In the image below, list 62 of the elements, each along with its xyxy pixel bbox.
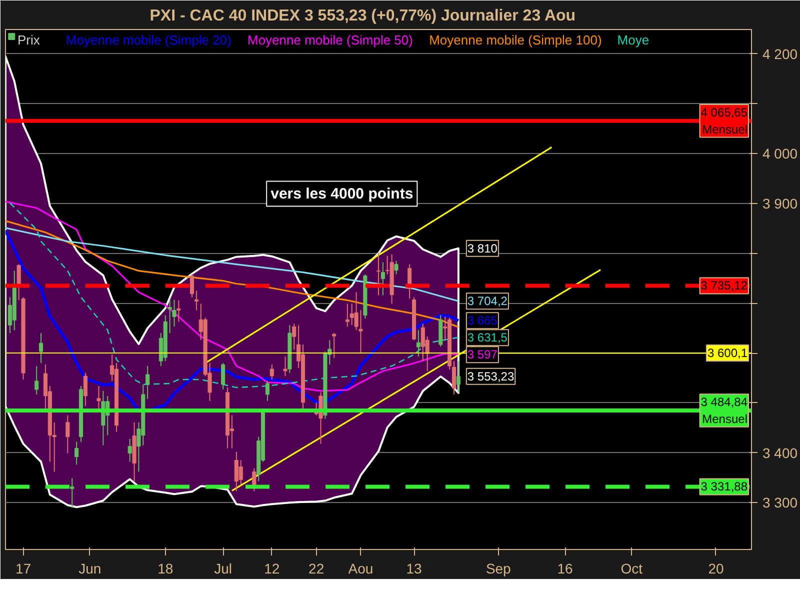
x-tick-label: 20	[708, 560, 724, 576]
ref-line-label: 4 065,65 Mensuel	[700, 106, 748, 136]
candlestick	[292, 323, 296, 350]
text: Moyenne mobile (Simple 50)	[248, 32, 413, 48]
candlestick	[238, 460, 243, 486]
y-tick-label: 4 000	[762, 146, 798, 162]
candlestick	[265, 380, 270, 402]
candlestick	[176, 300, 181, 322]
candlestick	[345, 303, 350, 328]
candlestick	[380, 262, 385, 296]
candlestick	[39, 332, 44, 364]
candlestick	[128, 438, 132, 462]
candlestick	[283, 356, 288, 376]
text: Moye	[617, 32, 650, 48]
x-tick-label: 17	[15, 560, 32, 576]
ref-line-label: 3 600,1	[707, 346, 748, 360]
x-tick-label: 18	[158, 560, 174, 576]
candlestick	[376, 252, 381, 296]
y-tick-label: 3 400	[762, 444, 798, 461]
ref-line-label: 3 484,84 Mensuel	[700, 395, 748, 426]
legend-label: Prix	[18, 32, 40, 48]
annotation: 3 810	[467, 241, 498, 256]
candlestick	[96, 385, 101, 410]
candlestick	[194, 290, 198, 311]
chart-title: PXI - CAC 40 INDEX 3 553,23 (+0,77%) Journalier 23 Aou	[150, 8, 576, 24]
candlestick	[74, 441, 79, 466]
candlestick	[83, 372, 88, 406]
line-series	[6, 227, 460, 302]
data-label: 3 597	[467, 348, 498, 362]
x-tick-label: Jul	[214, 560, 232, 576]
data-label: 3 704,2	[467, 294, 508, 308]
x-tick-label: Sep	[486, 560, 512, 576]
y-tick-label: 4 200	[762, 46, 798, 62]
y-tick-label: 3 900	[762, 196, 798, 212]
data-label: 3 665	[467, 314, 498, 328]
line-series	[6, 220, 460, 328]
candlestick	[190, 274, 194, 298]
candlestick	[66, 414, 70, 454]
candlestick	[394, 260, 398, 275]
x-tick-label: Jun	[78, 560, 102, 576]
candlestick	[270, 364, 274, 380]
candlestick	[70, 478, 74, 508]
candlestick	[221, 362, 226, 390]
text: Moyenne mobile (Simple 20)	[66, 32, 232, 48]
ref-line-label: 3 331,88	[700, 480, 748, 494]
x-tick-label: 12	[264, 560, 280, 576]
ref-line-label: 3 735,12	[700, 278, 748, 293]
candlestick	[34, 366, 39, 395]
x-tick-label: 16	[557, 560, 573, 576]
data-label: 3 631,5	[467, 330, 508, 345]
candlestick	[456, 360, 460, 393]
x-tick-label: Oct	[620, 560, 643, 576]
text: Moyenne mobile (Simple 100)	[429, 32, 602, 48]
x-tick-label: Aou	[348, 560, 374, 576]
y-tick-label: 3 300	[762, 494, 798, 511]
candlestick	[452, 360, 456, 395]
candlestick	[332, 332, 336, 359]
annotation: vers les 4000 points	[270, 185, 414, 202]
candlestick	[416, 330, 420, 358]
x-tick-label: 13	[406, 560, 422, 576]
x-tick-label: 22	[308, 560, 324, 576]
text: 3 553,23	[467, 369, 514, 384]
